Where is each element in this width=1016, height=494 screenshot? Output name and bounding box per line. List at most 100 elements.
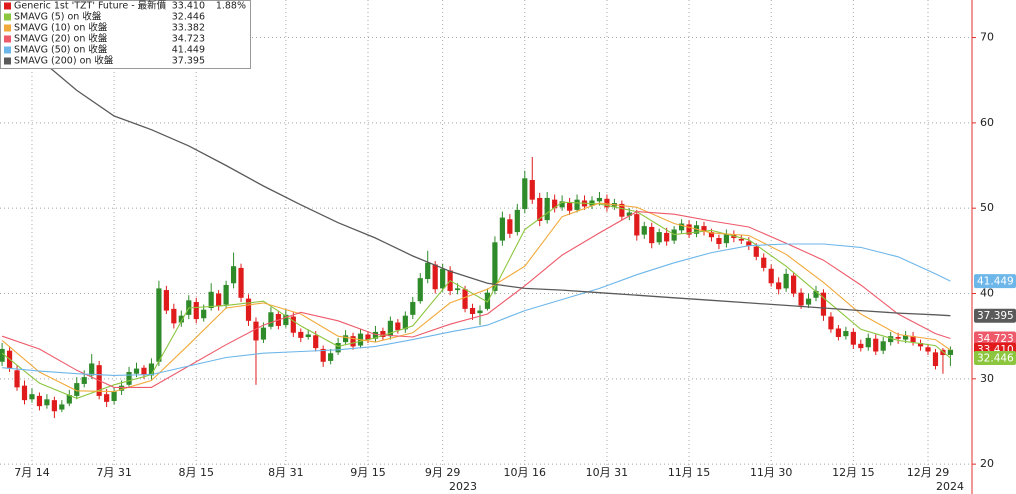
value-tag-label: 32.446 <box>977 352 1014 364</box>
ma-line <box>1 211 951 388</box>
candle-body <box>723 233 729 244</box>
candle-body <box>133 368 140 374</box>
candle-body <box>440 268 446 289</box>
legend-value: 33.382 <box>172 23 205 34</box>
candle-body <box>656 232 662 243</box>
x-tick-label: 8月 15 <box>178 466 214 479</box>
candle-body <box>260 327 267 340</box>
candle-body <box>574 199 580 210</box>
candle-body <box>768 268 774 284</box>
candle-body <box>365 334 371 340</box>
year-label: 2024 <box>936 480 964 493</box>
candle-body <box>828 316 834 330</box>
candle-body <box>566 202 573 211</box>
candle-body <box>619 203 625 217</box>
candle-body <box>947 349 954 355</box>
candle-body <box>66 395 72 404</box>
ma-line <box>1 201 951 399</box>
legend-label: SMAVG (5) on 收盤 <box>14 11 102 23</box>
x-tick-label: 12月 29 <box>907 466 950 479</box>
candle-body <box>238 267 244 298</box>
candle-body <box>253 321 259 341</box>
legend-label: Generic 1st 'TZT' Future - 最新價 <box>14 0 167 12</box>
candle-body <box>21 385 28 401</box>
candle-body <box>290 316 296 333</box>
candle-body <box>783 273 789 289</box>
candle-body <box>44 399 50 406</box>
x-tick-label: 9月 15 <box>350 466 386 479</box>
y-tick-label: 50 <box>980 201 994 214</box>
candle-body <box>738 238 744 241</box>
candle-body <box>320 348 326 362</box>
candle-body <box>776 282 782 290</box>
candle-body <box>395 322 401 331</box>
candle-body <box>813 290 819 298</box>
candle-body <box>387 320 393 337</box>
value-tag <box>974 308 1016 323</box>
candle-body <box>678 223 685 231</box>
candle-body <box>507 219 513 234</box>
candle-body <box>484 292 491 309</box>
y-tick-label: 60 <box>980 116 994 129</box>
candle-body <box>245 298 252 321</box>
candle-body <box>298 331 304 338</box>
legend-swatch <box>4 24 11 32</box>
x-tick-label: 7月 14 <box>14 466 50 479</box>
x-tick-label: 10月 16 <box>504 466 547 479</box>
candle-body <box>559 201 565 208</box>
candle-body <box>81 377 87 384</box>
candle-body <box>417 278 423 302</box>
candle-body <box>649 226 655 244</box>
candle-body <box>634 214 640 236</box>
candle-body <box>537 197 543 221</box>
candle-body <box>230 266 237 284</box>
candle-body <box>462 289 468 309</box>
value-tag-label: 41.449 <box>977 276 1014 288</box>
legend-value: 34.723 <box>172 34 205 45</box>
candle-body <box>664 232 670 242</box>
candle-body <box>305 334 311 338</box>
legend-label: SMAVG (50) on 收盤 <box>14 44 108 56</box>
x-tick-label: 12月 15 <box>832 466 875 479</box>
candle-body <box>380 331 386 338</box>
candle-body <box>514 209 520 233</box>
legend-value: 37.395 <box>172 56 205 67</box>
candle-body <box>193 302 199 320</box>
x-tick-label: 11月 30 <box>750 466 793 479</box>
candle-body <box>529 180 535 200</box>
x-tick-label: 9月 29 <box>425 466 461 479</box>
year-label: 2023 <box>449 480 477 493</box>
y-tick-label: 30 <box>980 372 994 385</box>
candle-body <box>932 352 939 367</box>
candle-body <box>201 309 207 319</box>
candle-body <box>350 336 356 347</box>
candle-body <box>895 337 901 339</box>
legend-swatch <box>4 35 11 43</box>
legend-value: 41.449 <box>172 45 205 56</box>
candle-body <box>552 199 558 209</box>
candle-body <box>51 400 57 412</box>
candle-body <box>208 291 214 309</box>
candle-body <box>469 308 476 314</box>
value-tag <box>974 331 1016 346</box>
y-tick-label: 70 <box>980 31 994 44</box>
y-tick-label: 20 <box>980 457 994 470</box>
candle-body <box>798 292 804 306</box>
x-tick-label: 10月 31 <box>586 466 629 479</box>
legend-change: 1.88% <box>216 1 246 12</box>
candle-body <box>156 288 162 362</box>
candle-body <box>903 335 909 340</box>
candle-body <box>313 335 319 349</box>
legend-swatch <box>4 13 11 21</box>
x-tick-label: 11月 15 <box>668 466 711 479</box>
legend-label: SMAVG (20) on 收盤 <box>14 33 108 45</box>
candle-body <box>111 391 117 402</box>
candle-body <box>910 336 916 343</box>
candle-body <box>372 331 379 339</box>
candle-body <box>268 312 274 327</box>
candle-body <box>163 290 169 311</box>
candle-body <box>701 226 707 232</box>
candle-body <box>148 363 155 376</box>
